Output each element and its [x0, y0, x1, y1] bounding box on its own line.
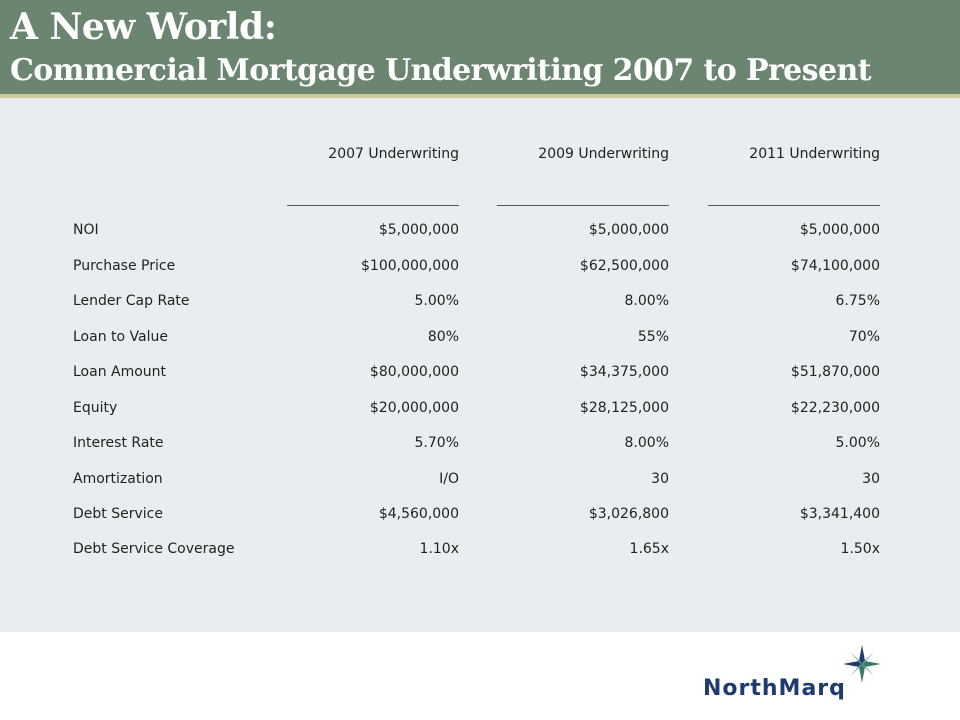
cell-2009: $34,375,000	[579, 364, 669, 380]
row-label: Debt Service Coverage	[73, 541, 235, 557]
cell-2007: 1.10x	[419, 541, 459, 557]
table-row: NOI $5,000,000 $5,000,000 $5,000,000	[0, 222, 960, 242]
slide-title: A New World:	[10, 6, 277, 48]
slide-header: A New World: Commercial Mortgage Underwr…	[0, 0, 960, 94]
row-label: Debt Service	[73, 506, 163, 522]
cell-2009: 8.00%	[624, 293, 669, 309]
cell-2011: $3,341,400	[799, 506, 880, 522]
table-row: Amortization I/O 30 30	[0, 471, 960, 491]
cell-2007: $100,000,000	[361, 258, 459, 274]
table-row: Purchase Price $100,000,000 $62,500,000 …	[0, 258, 960, 278]
cell-2007: I/O	[439, 471, 459, 487]
cell-2009: $5,000,000	[588, 222, 669, 238]
slide-subtitle: Commercial Mortgage Underwriting 2007 to…	[10, 53, 872, 88]
cell-2007: 80%	[427, 329, 459, 345]
row-label: Purchase Price	[73, 258, 176, 274]
cell-2009: 1.65x	[629, 541, 669, 557]
row-label: Amortization	[73, 471, 163, 487]
column-header-2011: 2011 Underwriting	[749, 146, 880, 162]
table-row: Debt Service Coverage 1.10x 1.65x 1.50x	[0, 541, 960, 561]
cell-2011: 30	[862, 471, 880, 487]
cell-2011: 70%	[848, 329, 880, 345]
column-header-2009: 2009 Underwriting	[538, 146, 669, 162]
northmarq-logo: NorthMarq	[700, 640, 930, 712]
cell-2011: 5.00%	[835, 435, 880, 451]
row-label: Loan Amount	[73, 364, 167, 380]
cell-2011: $5,000,000	[799, 222, 880, 238]
row-label: Lender Cap Rate	[73, 293, 190, 309]
cell-2009: $28,125,000	[579, 400, 669, 416]
cell-2007: 5.00%	[414, 293, 459, 309]
column-underline	[287, 205, 459, 206]
table-row: Interest Rate 5.70% 8.00% 5.00%	[0, 435, 960, 455]
table-row: Lender Cap Rate 5.00% 8.00% 6.75%	[0, 293, 960, 313]
table-row: Loan to Value 80% 55% 70%	[0, 329, 960, 349]
table-row: Loan Amount $80,000,000 $34,375,000 $51,…	[0, 364, 960, 384]
table-row: Debt Service $4,560,000 $3,026,800 $3,34…	[0, 506, 960, 526]
header-divider	[0, 94, 960, 98]
cell-2011: $74,100,000	[790, 258, 880, 274]
column-header-2007: 2007 Underwriting	[328, 146, 459, 162]
compass-star-icon	[843, 645, 881, 683]
cell-2011: $51,870,000	[790, 364, 880, 380]
row-label: Equity	[73, 400, 118, 416]
cell-2009: 55%	[637, 329, 669, 345]
table-row: Equity $20,000,000 $28,125,000 $22,230,0…	[0, 400, 960, 420]
cell-2007: $5,000,000	[378, 222, 459, 238]
column-underline	[497, 205, 669, 206]
cell-2011: 6.75%	[835, 293, 880, 309]
cell-2009: 8.00%	[624, 435, 669, 451]
content-panel: 2007 Underwriting 2009 Underwriting 2011…	[0, 98, 960, 632]
cell-2007: $4,560,000	[378, 506, 459, 522]
cell-2007: $80,000,000	[369, 364, 459, 380]
column-underline	[708, 205, 880, 206]
cell-2007: 5.70%	[414, 435, 459, 451]
row-label: Interest Rate	[73, 435, 164, 451]
cell-2007: $20,000,000	[369, 400, 459, 416]
logo-wordmark: NorthMarq	[703, 676, 846, 701]
row-label: Loan to Value	[73, 329, 168, 345]
row-label: NOI	[73, 222, 99, 238]
cell-2011: $22,230,000	[790, 400, 880, 416]
cell-2009: 30	[651, 471, 669, 487]
cell-2011: 1.50x	[840, 541, 880, 557]
cell-2009: $62,500,000	[579, 258, 669, 274]
underwriting-table: 2007 Underwriting 2009 Underwriting 2011…	[0, 98, 960, 632]
cell-2009: $3,026,800	[588, 506, 669, 522]
